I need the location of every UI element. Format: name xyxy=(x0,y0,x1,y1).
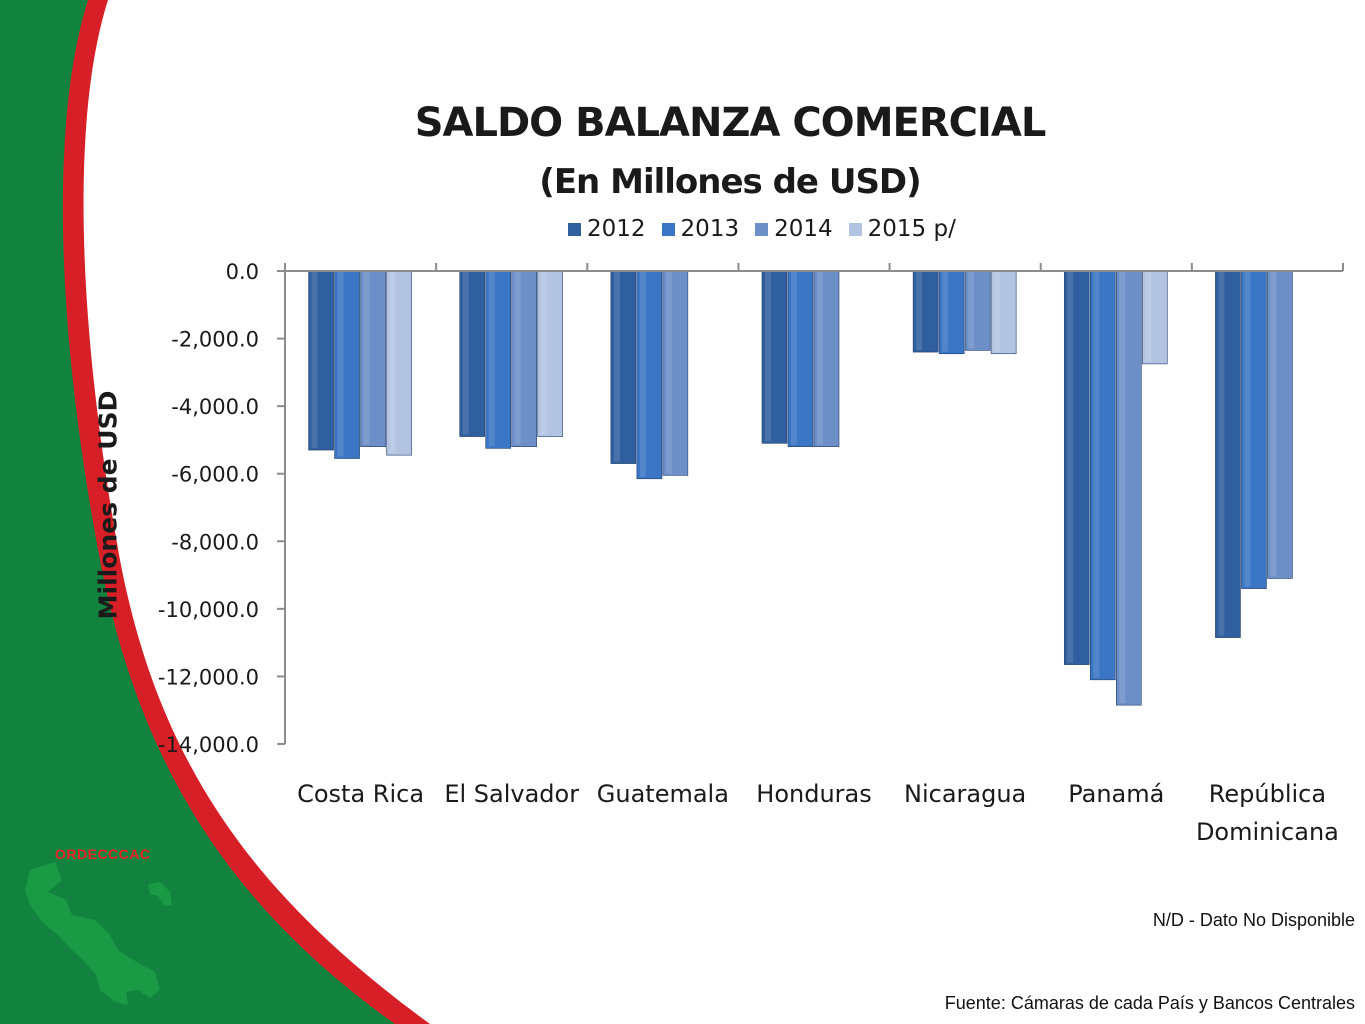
bar xyxy=(1215,270,1241,638)
legend-swatch xyxy=(755,222,769,236)
bar-highlight xyxy=(994,271,1001,352)
bar-highlight xyxy=(488,271,495,447)
bar xyxy=(761,270,788,444)
x-tick-label: El Salvador xyxy=(444,780,579,808)
bar xyxy=(813,270,840,447)
bar-highlight xyxy=(639,271,646,477)
bar-highlight xyxy=(1218,271,1225,636)
y-tick-label: -4,000.0 xyxy=(171,395,259,419)
bar xyxy=(1141,270,1168,365)
bar xyxy=(308,270,334,451)
legend-item-2014: 2014 xyxy=(755,216,833,242)
bar xyxy=(1089,270,1116,681)
x-tick-label: Honduras xyxy=(756,780,871,808)
bar-highlight xyxy=(942,271,949,352)
y-tick-label: -14,000.0 xyxy=(158,733,259,757)
x-tick-label: Panamá xyxy=(1068,780,1164,808)
y-axis-label: Millones de USD xyxy=(93,390,123,620)
x-tick-label: Guatemala xyxy=(597,780,729,808)
caribbean-island-icon xyxy=(148,882,172,906)
bar-highlight xyxy=(1119,271,1126,704)
bar xyxy=(964,270,991,351)
legend-label: 2015 p/ xyxy=(867,216,956,242)
bar-highlight xyxy=(916,271,923,351)
chart-subtitle: (En Millones de USD) xyxy=(539,162,921,202)
source-note: Fuente: Cámaras de cada País y Bancos Ce… xyxy=(944,993,1355,1013)
bar-highlight xyxy=(1145,271,1152,362)
bar-highlight xyxy=(613,271,620,462)
legend-swatch xyxy=(661,222,675,236)
bar-highlight xyxy=(540,271,547,435)
bar-highlight xyxy=(311,271,318,449)
nd-note: N/D - Dato No Disponible xyxy=(1152,910,1355,930)
y-tick-label: -8,000.0 xyxy=(171,530,259,554)
bar-highlight xyxy=(1244,271,1251,587)
bar-highlight xyxy=(1067,271,1074,663)
legend-label: 2013 xyxy=(680,216,740,242)
bar-highlight xyxy=(462,271,469,435)
y-tick-label: -10,000.0 xyxy=(158,598,259,622)
bar xyxy=(610,270,637,464)
legend-item-2012: 2012 xyxy=(568,216,646,242)
y-tick-label: 0.0 xyxy=(226,260,259,284)
bar-highlight xyxy=(817,271,823,445)
bar-highlight xyxy=(791,271,797,445)
central-america-map-icon xyxy=(25,862,160,1005)
y-tick-label: -12,000.0 xyxy=(158,665,259,689)
bar-highlight xyxy=(363,271,370,445)
bar xyxy=(912,270,939,353)
chart-title: SALDO BALANZA COMERCIAL xyxy=(414,100,1047,146)
bar-highlight xyxy=(389,271,396,454)
bar xyxy=(537,270,564,437)
bar xyxy=(1241,270,1267,589)
bar xyxy=(938,270,965,355)
legend-item-2015: 2015 p/ xyxy=(848,216,956,242)
brand-label: ORDECCCAC xyxy=(55,846,151,862)
bar-highlight xyxy=(1093,271,1100,678)
x-tick-label: República Dominicana xyxy=(1196,780,1339,846)
bar-highlight xyxy=(1270,271,1277,577)
bar xyxy=(386,270,412,456)
bar-highlight xyxy=(665,271,672,474)
bar-highlight xyxy=(765,271,771,442)
bar xyxy=(787,270,814,447)
bar xyxy=(662,270,689,476)
bar xyxy=(990,270,1017,355)
y-tick-label: -6,000.0 xyxy=(171,463,259,487)
bar-highlight xyxy=(514,271,521,445)
y-tick-label: -2,000.0 xyxy=(171,328,259,352)
bar xyxy=(459,270,486,437)
bar xyxy=(511,270,538,447)
legend-swatch xyxy=(568,222,581,236)
bar xyxy=(1267,270,1293,579)
bar-highlight xyxy=(968,271,975,349)
legend-swatch xyxy=(848,222,862,236)
bar xyxy=(1063,270,1090,665)
x-tick-label: Costa Rica xyxy=(297,780,424,808)
green-swoosh xyxy=(0,0,395,1024)
x-tick-label: Nicaragua xyxy=(904,780,1026,808)
bar-highlight xyxy=(337,271,344,457)
bar xyxy=(485,270,512,449)
legend-item-2013: 2013 xyxy=(661,216,740,242)
chart-legend: 2012 2013 2014 2015 p/ xyxy=(568,216,956,242)
legend-label: 2012 xyxy=(587,216,646,242)
bar xyxy=(360,270,386,447)
legend-label: 2014 xyxy=(774,216,833,242)
